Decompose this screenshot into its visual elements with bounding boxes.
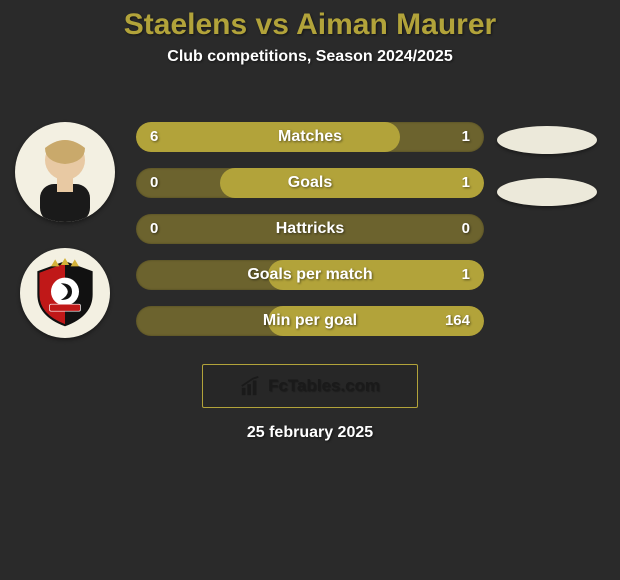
stat-label: Goals per match: [136, 260, 484, 290]
stat-row: 61Matches: [136, 122, 484, 152]
player-avatar: [15, 122, 115, 222]
page-subtitle: Club competitions, Season 2024/2025: [0, 48, 620, 66]
date-text: 25 february 2025: [0, 424, 620, 442]
chart-icon: [240, 375, 262, 397]
stat-bars: 61Matches 01Goals 00Hattricks 1Goals per ma…: [136, 122, 484, 352]
avatar-placeholder-icon: [15, 122, 115, 222]
right-column: [492, 126, 602, 230]
stat-label: Matches: [136, 122, 484, 152]
player-oval: [497, 178, 597, 206]
club-badge-icon: [30, 258, 100, 328]
club-badge: [20, 248, 110, 338]
branding-text: FcTables.com: [268, 376, 380, 396]
stat-row: 164Min per goal: [136, 306, 484, 336]
stat-label: Goals: [136, 168, 484, 198]
stat-row: 00Hattricks: [136, 214, 484, 244]
stat-row: 1Goals per match: [136, 260, 484, 290]
stat-row: 01Goals: [136, 168, 484, 198]
stat-label: Min per goal: [136, 306, 484, 336]
stat-label: Hattricks: [136, 214, 484, 244]
page-title: Staelens vs Aiman Maurer: [0, 0, 620, 42]
left-column: [10, 122, 120, 364]
branding-box: FcTables.com: [202, 364, 418, 408]
player-oval: [497, 126, 597, 154]
